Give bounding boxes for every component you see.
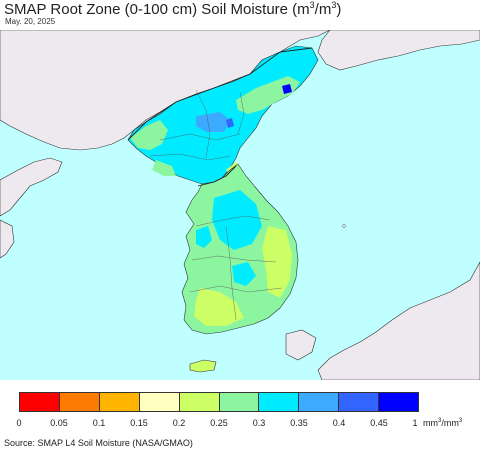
sk-patch-cyan-2 [196,226,212,248]
legend-tick: 0 [16,418,22,428]
legend-swatch-3 [139,393,180,411]
legend-swatch-2 [99,393,140,411]
nk-patch-green-sw [152,160,176,176]
legend-swatch-9 [379,393,419,411]
legend-tick: 0.25 [210,418,228,428]
map-date: May. 20, 2025 [5,17,56,26]
legend-tick: 0.45 [370,418,388,428]
nk-patch-green [130,120,168,150]
legend-tick: 0.3 [252,418,266,428]
china-korea-border [127,47,313,141]
nk-patch-darkblue [226,118,234,128]
legend-swatch-1 [59,393,100,411]
land-china-east [0,157,63,217]
province-borders [149,89,283,321]
legend-tick: 0.05 [50,418,68,428]
sk-patch-yellowgreen-s [194,288,244,326]
land-japan-kyushu [285,329,317,361]
legend-swatch-7 [299,393,340,411]
legend-tick: 0.15 [130,418,148,428]
legend-tick: 1 [412,418,418,428]
sk-patch-cyan-3 [232,262,256,286]
land-china-north [0,30,331,151]
legend-unit: mm3/mm3 [423,418,463,428]
legend-tick: 0.35 [290,418,308,428]
legend-tick: 0.1 [92,418,106,428]
legend-ticks: 0 0.05 0.1 0.15 0.2 0.25 0.3 0.35 0.4 0.… [0,418,480,432]
legend-swatch-8 [339,393,380,411]
nk-patch-lightblue [196,112,230,132]
land-japan-honshu [317,261,480,380]
map-title: SMAP Root Zone (0-100 cm) Soil Moisture … [4,0,342,18]
legend-tick: 0.2 [172,418,186,428]
soil-moisture-map [0,30,480,380]
dmz-border [197,165,237,187]
sk-patch-yellowgreen-e [262,226,292,298]
legend-swatch-6 [259,393,300,411]
source-credit: Source: SMAP L4 Soil Moisture (NASA/GMAO… [4,438,193,448]
land-russia-ne [317,30,480,71]
land-jeju [189,359,217,373]
sk-patch-cyan [212,190,262,250]
legend-swatch-0 [20,393,60,411]
island-small [342,224,346,228]
legend-swatch-4 [179,393,220,411]
nk-patch-blue-ne [282,84,292,94]
legend-swatch-5 [219,393,260,411]
land-china-southwest [0,219,15,259]
legend-tick: 0.4 [332,418,346,428]
colorbar-legend [19,392,419,412]
